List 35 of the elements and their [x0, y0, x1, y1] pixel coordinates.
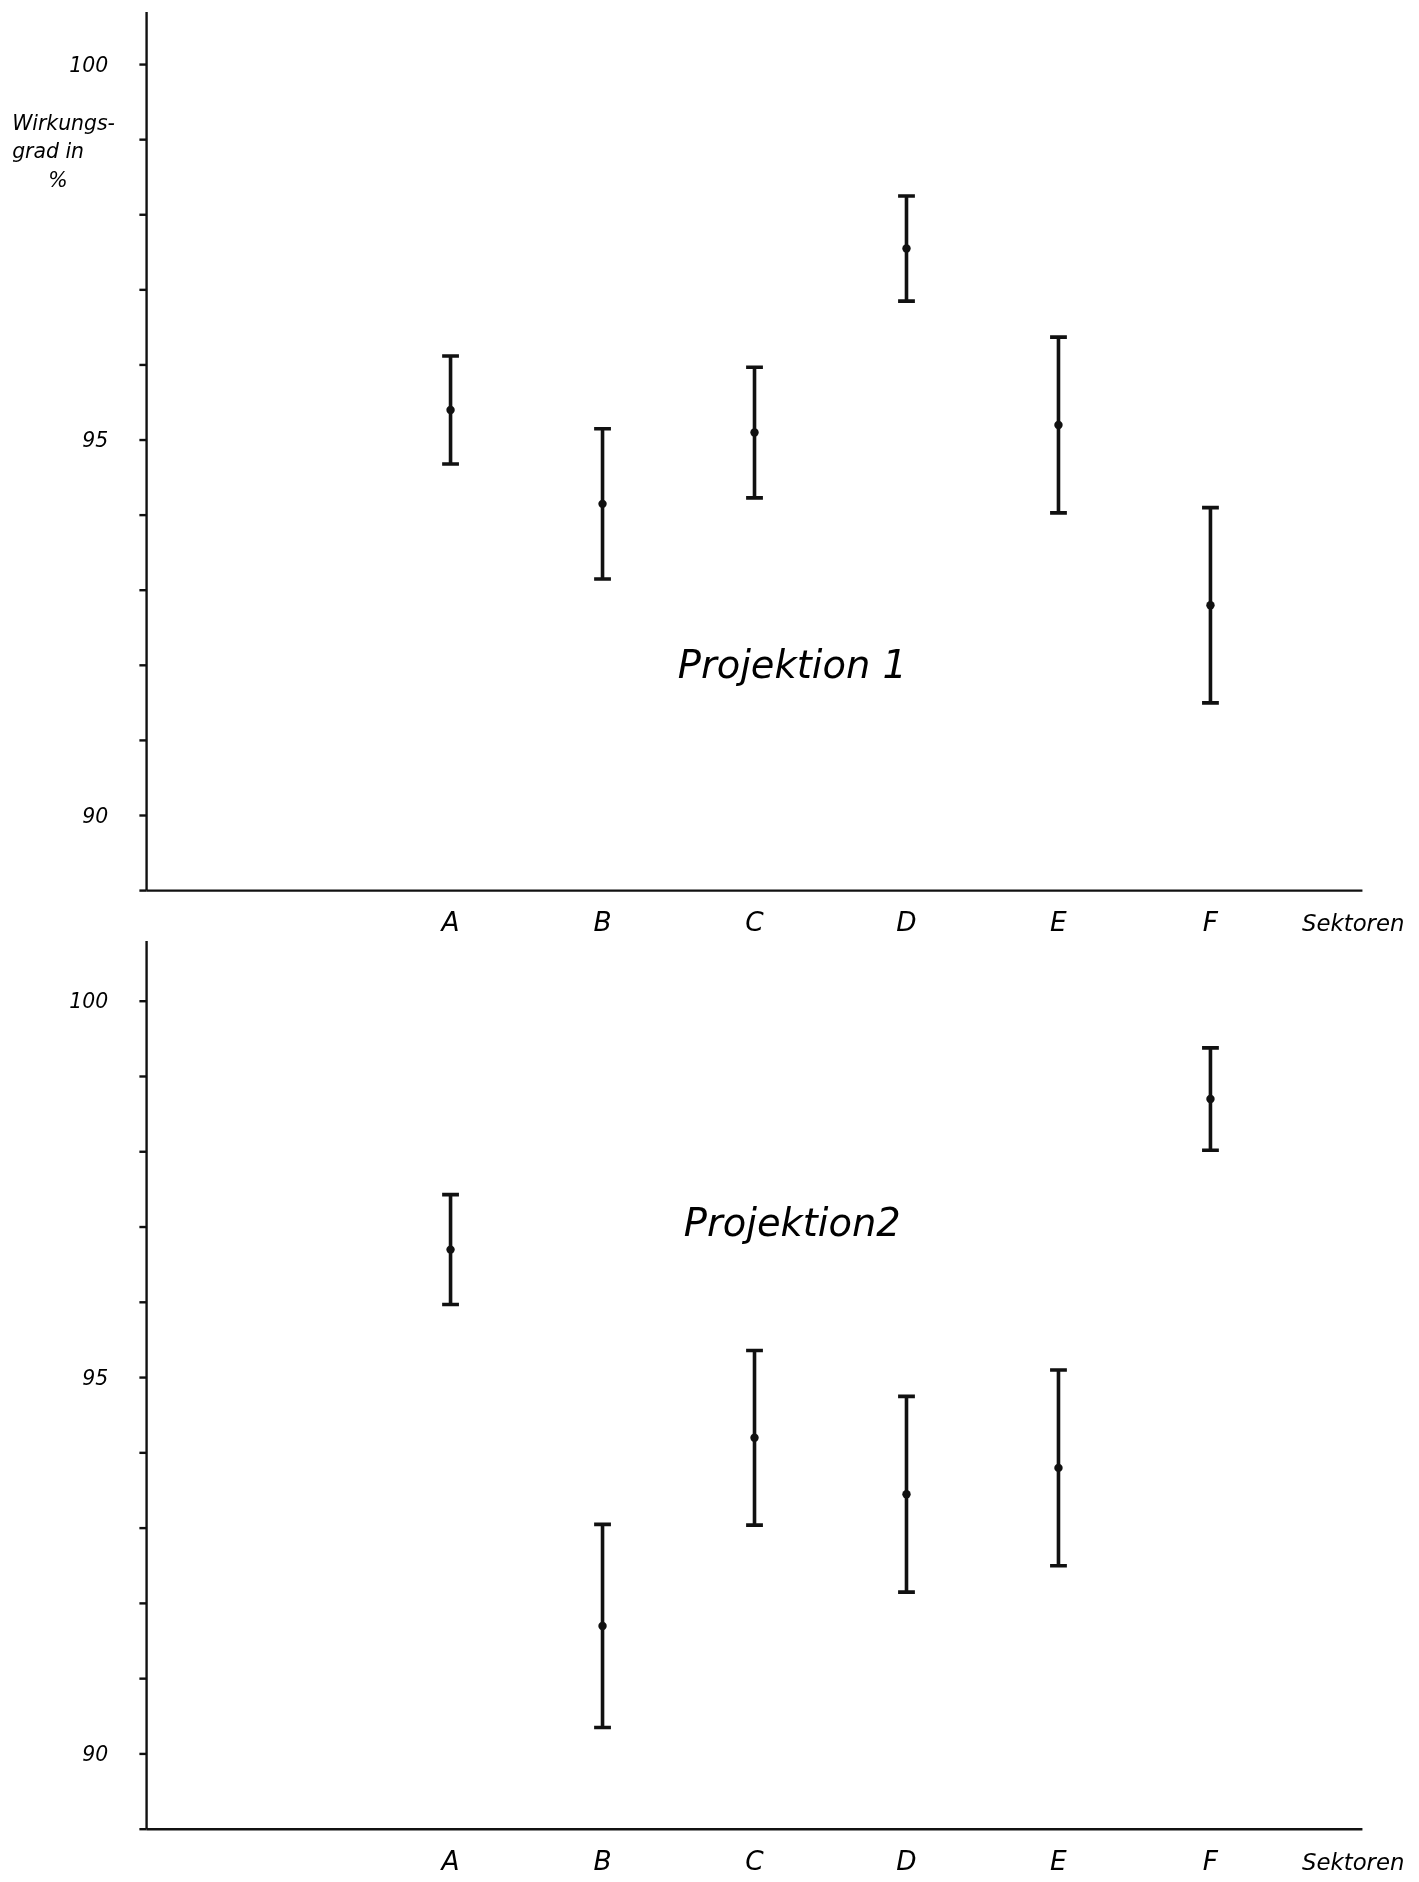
x-tick-label: A [439, 1845, 460, 1876]
x-tick-label: B [593, 906, 612, 938]
x-tick-label: F [1202, 906, 1219, 938]
y-tick-label: 90 [82, 803, 109, 828]
point [1054, 420, 1063, 430]
x-tick-label: A [439, 906, 460, 938]
point [902, 244, 911, 253]
point [1054, 1463, 1063, 1473]
y-tick-label: 100 [69, 989, 109, 1014]
y-axis-title: Wirkungs- grad in % [12, 110, 115, 193]
x-tick-label: C [745, 906, 765, 938]
x-tick-label: C [745, 1845, 765, 1876]
y-tick-label: 95 [82, 1365, 109, 1390]
point [598, 1621, 607, 1631]
point [750, 1433, 759, 1442]
point [750, 428, 759, 437]
text: Projektion 1 [677, 642, 907, 688]
y-tick-label: 100 [69, 52, 109, 77]
point [1206, 601, 1215, 610]
x-tick-label: D [896, 1845, 917, 1876]
point [446, 1245, 455, 1254]
x-tick-label: D [896, 906, 917, 938]
x-tick-label: E [1050, 906, 1068, 938]
x-tick-label: E [1050, 1845, 1068, 1876]
x-tick-label: B [593, 1845, 612, 1876]
x-axis-title: Sektoren [1302, 910, 1405, 937]
text: Projektion2 [683, 1200, 901, 1246]
x-axis-title: Sektoren [1302, 1849, 1405, 1875]
point [902, 1490, 911, 1499]
point [1206, 1094, 1215, 1104]
y-tick-label: 90 [82, 1742, 109, 1767]
point [446, 405, 455, 415]
point [598, 499, 607, 509]
y-tick-label: 95 [82, 428, 109, 453]
x-tick-label: F [1202, 1845, 1219, 1876]
